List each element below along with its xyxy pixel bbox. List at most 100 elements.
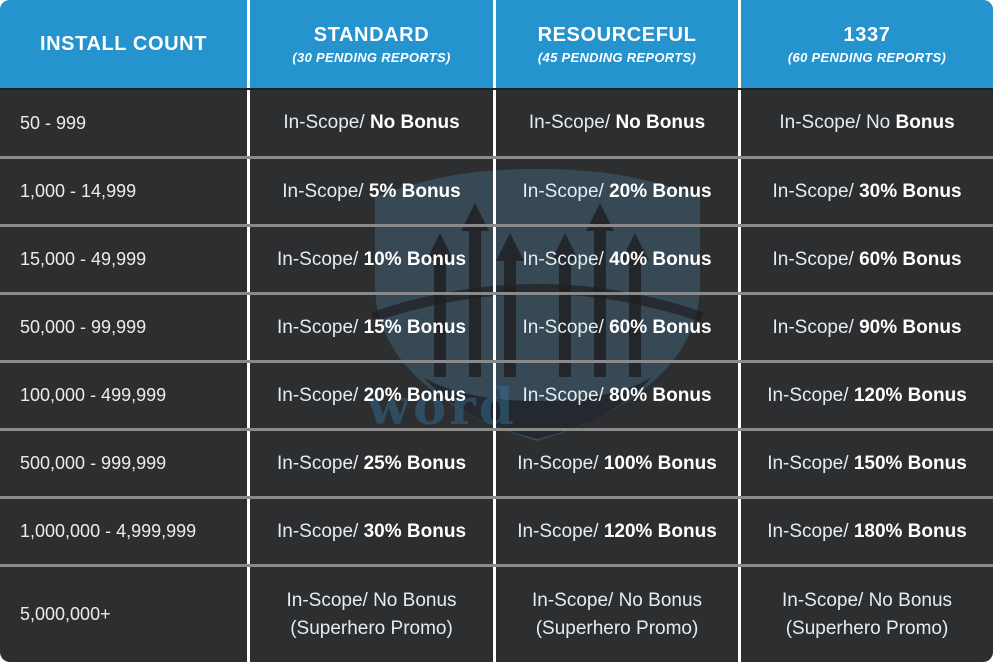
scope-label: In-Scope/ <box>276 248 364 270</box>
install-count-cell: 50 - 999 <box>0 90 247 156</box>
scope-label: In-Scope/ <box>276 384 364 406</box>
install-count-value: 1,000,000 - 4,999,999 <box>20 521 197 542</box>
bonus-value: 5% Bonus <box>368 180 461 202</box>
scope-label: In-Scope/ <box>772 180 860 202</box>
bonus-cell: In-Scope/ No Bonus (Superhero Promo) <box>247 567 493 662</box>
bonus-text: In-Scope/ No Bonus <box>283 109 459 137</box>
scope-label: In-Scope/ <box>522 384 610 406</box>
scope-label: In-Scope/ <box>522 248 610 270</box>
bonus-value: 30% Bonus <box>363 520 467 542</box>
scope-label: In-Scope/ <box>772 248 860 270</box>
bonus-cell: In-Scope/ 80% Bonus <box>493 363 738 428</box>
install-count-value: 1,000 - 14,999 <box>20 181 137 202</box>
column-header-resourceful: RESOURCEFUL (45 PENDING REPORTS) <box>493 0 738 88</box>
bonus-cell: In-Scope/ 120% Bonus <box>493 499 738 564</box>
promo-note: (Superhero Promo) <box>290 617 453 639</box>
bonus-text: In-Scope/ 60% Bonus <box>772 246 961 274</box>
bonus-value: 20% Bonus <box>609 180 712 202</box>
bonus-text: In-Scope/ 5% Bonus <box>282 178 460 206</box>
table-row: 50,000 - 99,999 In-Scope/ 15% Bonus In-S… <box>0 292 993 360</box>
bonus-text: In-Scope/ 90% Bonus <box>772 314 961 342</box>
install-count-cell: 15,000 - 49,999 <box>0 227 247 292</box>
bonus-cell: In-Scope/ 20% Bonus <box>493 159 738 224</box>
bonus-text: In-Scope/ 180% Bonus <box>767 518 967 546</box>
bonus-cell: In-Scope/ 30% Bonus <box>738 159 993 224</box>
bonus-text: In-Scope/ 25% Bonus <box>277 450 466 478</box>
bonus-text: In-Scope/ 60% Bonus <box>522 314 711 342</box>
scope-label: In-Scope/ <box>767 384 854 406</box>
scope-label: In-Scope/ No Bonus <box>286 589 457 611</box>
bonus-cell: In-Scope/ 40% Bonus <box>493 227 738 292</box>
bonus-cell: In-Scope/ No Bonus <box>493 90 738 156</box>
bonus-cell: In-Scope/ 5% Bonus <box>247 159 493 224</box>
bonus-value: 100% Bonus <box>603 452 717 474</box>
install-count-cell: 500,000 - 999,999 <box>0 431 247 496</box>
column-title: STANDARD <box>313 23 430 46</box>
scope-label: In-Scope/ <box>517 520 604 542</box>
scope-label: In-Scope/ <box>283 112 370 134</box>
bonus-value: No Bonus <box>369 112 460 134</box>
bonus-value: 30% Bonus <box>859 180 962 202</box>
install-count-cell: 1,000,000 - 4,999,999 <box>0 499 247 564</box>
scope-label: In-Scope/ <box>767 520 854 542</box>
column-header-1337: 1337 (60 PENDING REPORTS) <box>738 0 993 88</box>
promo-note: (Superhero Promo) <box>785 617 949 639</box>
install-count-value: 100,000 - 499,999 <box>20 385 167 406</box>
bonus-cell: In-Scope/ 100% Bonus <box>493 431 738 496</box>
bonus-value: 15% Bonus <box>363 316 467 338</box>
column-header-install-count: INSTALL COUNT <box>0 0 247 88</box>
bonus-text: In-Scope/ No Bonus <box>532 587 702 615</box>
bonus-text: In-Scope/ 120% Bonus <box>767 382 967 410</box>
bonus-cell: In-Scope/ No Bonus (Superhero Promo) <box>738 567 993 662</box>
table-row: 1,000 - 14,999 In-Scope/ 5% Bonus In-Sco… <box>0 156 993 224</box>
table-row: 100,000 - 499,999 In-Scope/ 20% Bonus In… <box>0 360 993 428</box>
bonus-value: 25% Bonus <box>363 452 467 474</box>
bonus-cell: In-Scope/ 60% Bonus <box>493 295 738 360</box>
bonus-cell: In-Scope/ 15% Bonus <box>247 295 493 360</box>
scope-label: In-Scope/ <box>767 452 854 474</box>
bonus-text: In-Scope/ 150% Bonus <box>767 450 967 478</box>
install-count-value: 500,000 - 999,999 <box>20 453 167 474</box>
bonus-cell: In-Scope/ 30% Bonus <box>247 499 493 564</box>
install-count-value: 15,000 - 49,999 <box>20 249 147 270</box>
table-row: 15,000 - 49,999 In-Scope/ 10% Bonus In-S… <box>0 224 993 292</box>
scope-label: In-Scope/ <box>517 452 604 474</box>
install-count-value: 5,000,000+ <box>20 604 111 625</box>
bonus-cell: In-Scope/ 120% Bonus <box>738 363 993 428</box>
bonus-value: No Bonus <box>615 112 706 134</box>
table-rows: 50 - 999 In-Scope/ No Bonus In-Scope/ No… <box>0 88 993 662</box>
bonus-value: 80% Bonus <box>609 384 712 406</box>
bonus-text: In-Scope/ 120% Bonus <box>517 518 717 546</box>
bonus-text: In-Scope/ 30% Bonus <box>277 518 466 546</box>
bonus-text: In-Scope/ No Bonus <box>779 109 954 137</box>
bonus-cell: In-Scope/ 25% Bonus <box>247 431 493 496</box>
install-count-value: 50 - 999 <box>20 112 87 133</box>
promo-note: (Superhero Promo) <box>535 617 699 639</box>
bonus-text: In-Scope/ No Bonus <box>782 587 952 615</box>
column-title: RESOURCEFUL <box>537 23 697 46</box>
bonus-value: 20% Bonus <box>363 384 467 406</box>
bonus-text: In-Scope/ 15% Bonus <box>277 314 466 342</box>
bonus-text: In-Scope/ No Bonus <box>529 109 705 137</box>
bonus-text: In-Scope/ 10% Bonus <box>277 246 466 274</box>
bonus-cell: In-Scope/ 60% Bonus <box>738 227 993 292</box>
bonus-value: 120% Bonus <box>603 520 717 542</box>
bonus-cell: In-Scope/ No Bonus <box>738 90 993 156</box>
scope-label: In-Scope/ <box>276 520 364 542</box>
scope-label: In-Scope/ <box>522 180 610 202</box>
bonus-value: 150% Bonus <box>853 452 967 474</box>
bonus-cell: In-Scope/ 90% Bonus <box>738 295 993 360</box>
table-header-row: INSTALL COUNT STANDARD (30 PENDING REPOR… <box>0 0 993 88</box>
install-count-cell: 100,000 - 499,999 <box>0 363 247 428</box>
table-row: 5,000,000+ In-Scope/ No Bonus (Superhero… <box>0 564 993 662</box>
bonus-text: In-Scope/ 80% Bonus <box>522 382 711 410</box>
bonus-value: Bonus <box>895 112 955 134</box>
column-title: INSTALL COUNT <box>39 32 208 55</box>
bonus-value: 40% Bonus <box>609 248 712 270</box>
bonus-value: 180% Bonus <box>853 520 967 542</box>
bonus-cell: In-Scope/ 150% Bonus <box>738 431 993 496</box>
bonus-text: In-Scope/ 40% Bonus <box>522 246 711 274</box>
scope-label: In-Scope/ <box>282 180 369 202</box>
bonus-text: In-Scope/ 20% Bonus <box>277 382 466 410</box>
